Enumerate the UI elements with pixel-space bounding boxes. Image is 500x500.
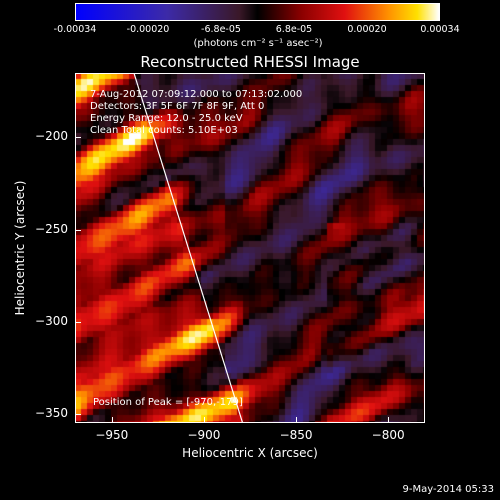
x-tick-mark bbox=[111, 417, 113, 423]
colorbar-tick-label: -0.00034 bbox=[53, 24, 97, 35]
x-tick-label: −950 bbox=[95, 428, 129, 442]
colorbar bbox=[75, 3, 440, 21]
y-tick-label: −300 bbox=[35, 313, 68, 328]
annotation-energy-range: Energy Range: 12.0 - 25.0 keV bbox=[90, 113, 243, 124]
x-tick-label: −850 bbox=[279, 428, 313, 442]
chart-title: Reconstructed RHESSI Image bbox=[140, 53, 360, 71]
colorbar-units-label: (photons cm⁻² s⁻¹ asec⁻²) bbox=[193, 38, 323, 49]
y-tick-label: −250 bbox=[35, 221, 68, 236]
colorbar-tick-label: 0.00020 bbox=[347, 24, 387, 35]
y-tick-mark bbox=[75, 321, 81, 323]
x-tick-mark bbox=[203, 417, 205, 423]
x-tick-label: −800 bbox=[371, 428, 405, 442]
y-tick-mark bbox=[75, 137, 81, 139]
colorbar-tick-label: -6.8e-05 bbox=[201, 24, 241, 35]
x-tick-mark bbox=[296, 417, 298, 423]
y-tick-label: −350 bbox=[35, 405, 68, 420]
footer-date: 9-May-2014 05:33 bbox=[402, 484, 494, 495]
plot-overlay bbox=[133, 73, 244, 423]
annotation-clean-counts: Clean Total counts: 5.10E+03 bbox=[90, 125, 238, 136]
solar-limb-line bbox=[133, 73, 244, 423]
annotation-time-range: 7-Aug-2012 07:09:12.000 to 07:13:02.000 bbox=[90, 89, 303, 100]
x-tick-label: −900 bbox=[187, 428, 221, 442]
colorbar-tick-label: -0.00020 bbox=[126, 24, 170, 35]
colorbar-tick-label: 6.8e-05 bbox=[275, 24, 313, 35]
x-tick-mark bbox=[388, 417, 390, 423]
heatmap-image bbox=[75, 73, 425, 423]
plot-frame bbox=[75, 73, 425, 423]
colorbar-tick-label: 0.00034 bbox=[420, 24, 460, 35]
annotation-peak-position: Position of Peak = [-970,-179] bbox=[93, 397, 243, 408]
y-tick-mark bbox=[75, 229, 81, 231]
annotation-detectors: Detectors: 3F 5F 6F 7F 8F 9F, Att 0 bbox=[90, 101, 265, 112]
x-axis-label: Heliocentric X (arcsec) bbox=[182, 446, 318, 460]
y-tick-label: −200 bbox=[35, 129, 68, 144]
y-axis-label: Heliocentric Y (arcsec) bbox=[13, 180, 27, 316]
y-tick-mark bbox=[75, 413, 81, 415]
